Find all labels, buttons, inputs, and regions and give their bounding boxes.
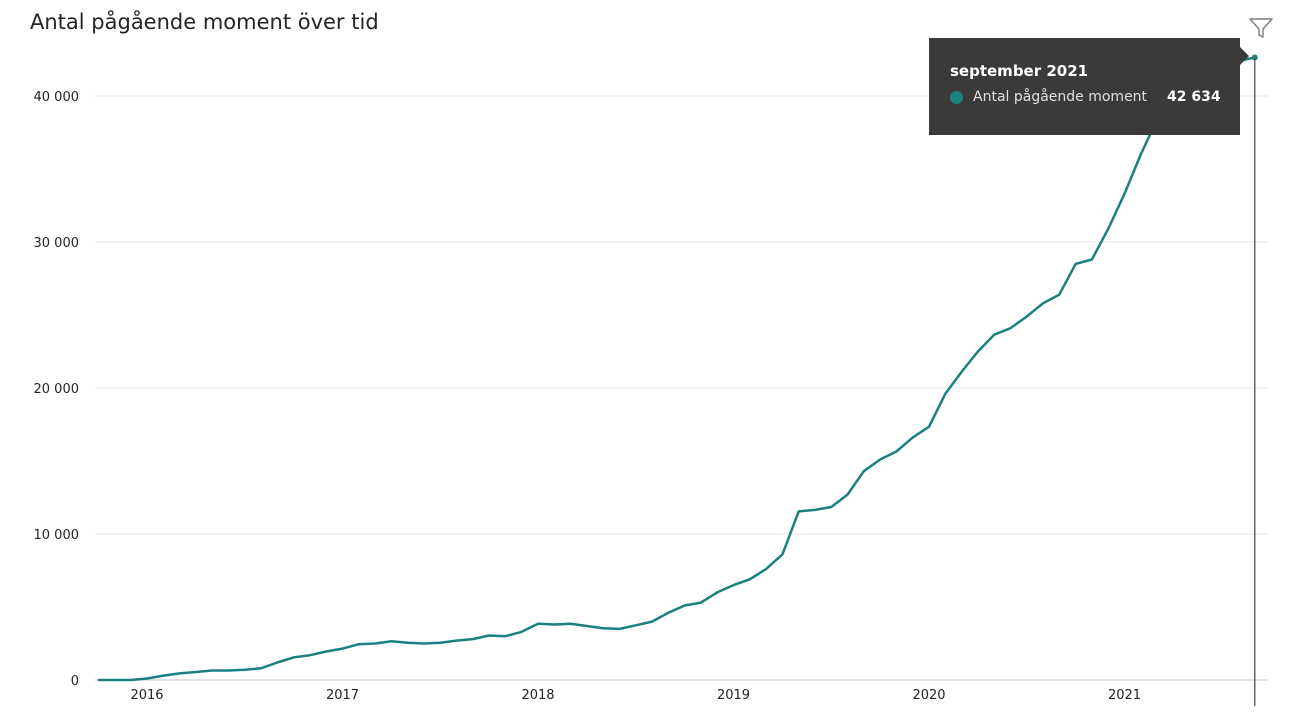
x-tick-label: 2021 bbox=[1108, 688, 1141, 703]
series-layer bbox=[96, 54, 1258, 706]
data-point[interactable] bbox=[308, 653, 312, 657]
data-point[interactable] bbox=[943, 392, 947, 396]
data-point[interactable] bbox=[341, 647, 345, 651]
filter-icon[interactable] bbox=[1248, 16, 1274, 40]
y-tick-label: 40 000 bbox=[34, 90, 80, 105]
data-point[interactable] bbox=[1106, 227, 1110, 231]
data-point[interactable] bbox=[601, 626, 605, 630]
data-point[interactable] bbox=[732, 583, 736, 587]
data-point[interactable] bbox=[373, 642, 377, 646]
data-point[interactable] bbox=[536, 622, 540, 626]
data-point[interactable] bbox=[1057, 293, 1061, 297]
data-point[interactable] bbox=[797, 509, 801, 513]
data-point[interactable] bbox=[960, 370, 964, 374]
data-point[interactable] bbox=[487, 634, 491, 638]
data-point[interactable] bbox=[438, 641, 442, 645]
data-point[interactable] bbox=[292, 655, 296, 659]
data-point[interactable] bbox=[406, 641, 410, 645]
data-point[interactable] bbox=[112, 678, 116, 682]
series-line bbox=[98, 56, 1256, 682]
data-point[interactable] bbox=[976, 350, 980, 354]
data-point[interactable] bbox=[1041, 301, 1045, 305]
data-point[interactable] bbox=[878, 458, 882, 462]
data-point[interactable] bbox=[862, 469, 866, 473]
y-tick-label: 30 000 bbox=[34, 236, 80, 251]
data-point[interactable] bbox=[1025, 315, 1029, 319]
gridlines bbox=[95, 95, 1268, 681]
x-axis-labels: 2016 2017 2018 2019 2020 2021 bbox=[130, 688, 1141, 703]
data-point[interactable] bbox=[992, 333, 996, 337]
data-point[interactable] bbox=[618, 627, 622, 631]
data-point[interactable] bbox=[699, 601, 703, 605]
data-point[interactable] bbox=[813, 508, 817, 512]
data-point[interactable] bbox=[569, 622, 573, 626]
data-point[interactable] bbox=[585, 624, 589, 628]
data-point[interactable] bbox=[650, 620, 654, 624]
x-tick-label: 2017 bbox=[326, 688, 359, 703]
data-point[interactable] bbox=[520, 630, 524, 634]
data-point[interactable] bbox=[911, 436, 915, 440]
x-tick-label: 2018 bbox=[521, 688, 554, 703]
data-point[interactable] bbox=[829, 505, 833, 509]
chart-title: Antal pågående moment över tid bbox=[30, 10, 379, 34]
data-point[interactable] bbox=[927, 425, 931, 429]
data-point[interactable] bbox=[846, 493, 850, 497]
data-point[interactable] bbox=[275, 661, 279, 665]
data-point[interactable] bbox=[552, 623, 556, 627]
data-point[interactable] bbox=[1123, 192, 1127, 196]
y-tick-label: 0 bbox=[71, 674, 79, 689]
data-point[interactable] bbox=[1074, 262, 1078, 266]
x-tick-label: 2019 bbox=[717, 688, 750, 703]
data-point[interactable] bbox=[259, 666, 263, 670]
data-point[interactable] bbox=[96, 678, 100, 682]
data-point[interactable] bbox=[145, 677, 149, 681]
series-color-dot bbox=[950, 90, 963, 104]
data-point[interactable] bbox=[1090, 258, 1094, 262]
tooltip-series-label: Antal pågående moment bbox=[973, 89, 1148, 105]
data-point[interactable] bbox=[422, 642, 426, 646]
data-point[interactable] bbox=[683, 604, 687, 608]
y-axis-labels: 0 10 000 20 000 30 000 40 000 bbox=[34, 90, 80, 689]
data-point[interactable] bbox=[748, 577, 752, 581]
y-tick-label: 20 000 bbox=[34, 382, 80, 397]
data-point[interactable] bbox=[1009, 326, 1013, 330]
data-point[interactable] bbox=[357, 642, 361, 646]
data-point[interactable] bbox=[894, 450, 898, 454]
tooltip-title: september 2021 bbox=[950, 62, 1089, 80]
data-point[interactable] bbox=[161, 674, 165, 678]
data-point[interactable] bbox=[210, 669, 214, 673]
data-point[interactable] bbox=[227, 669, 231, 673]
x-tick-label: 2020 bbox=[912, 688, 945, 703]
data-point[interactable] bbox=[780, 552, 784, 556]
data-point[interactable] bbox=[178, 671, 182, 675]
data-point[interactable] bbox=[1139, 152, 1143, 156]
data-point[interactable] bbox=[455, 639, 459, 643]
tooltip-row: Antal pågående moment 42 634 bbox=[950, 89, 1240, 105]
data-point[interactable] bbox=[471, 637, 475, 641]
x-tick-label: 2016 bbox=[130, 688, 163, 703]
data-point[interactable] bbox=[243, 668, 247, 672]
data-point[interactable] bbox=[129, 678, 133, 682]
data-point[interactable] bbox=[666, 611, 670, 615]
data-point[interactable] bbox=[389, 639, 393, 643]
data-point[interactable] bbox=[503, 634, 507, 638]
data-point[interactable] bbox=[634, 623, 638, 627]
tooltip-value: 42 634 bbox=[1167, 89, 1221, 105]
data-point[interactable] bbox=[764, 567, 768, 571]
data-point[interactable] bbox=[715, 590, 719, 594]
y-tick-label: 10 000 bbox=[34, 528, 80, 543]
tooltip: september 2021 Antal pågående moment 42 … bbox=[929, 38, 1249, 135]
data-point[interactable] bbox=[324, 650, 328, 654]
data-point[interactable] bbox=[194, 670, 198, 674]
